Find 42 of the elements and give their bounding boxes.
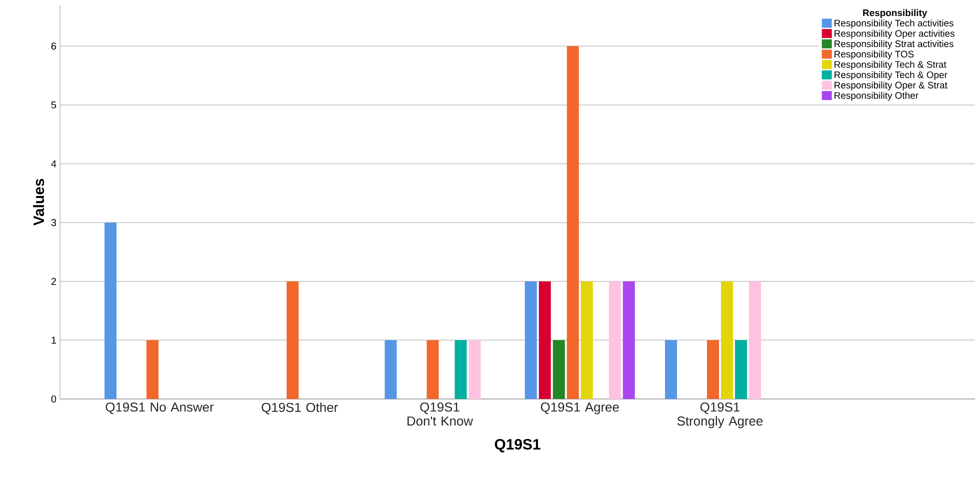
- bar: [104, 222, 116, 399]
- legend-label: Responsibility Tech & Strat: [834, 60, 946, 70]
- bar: [552, 340, 565, 399]
- bar: [622, 281, 635, 399]
- bar: [146, 340, 158, 399]
- bar: [748, 281, 761, 399]
- bar: [468, 340, 481, 399]
- legend-label: Responsibility Oper activities: [834, 30, 954, 39]
- y-tick-label: 3: [51, 219, 56, 226]
- y-tick-label: 2: [51, 278, 56, 285]
- bar: [454, 340, 467, 399]
- x-axis-title: Q19S1: [494, 439, 540, 452]
- legend-label: Responsibility Other: [834, 92, 918, 101]
- legend-label: Responsibility Oper & Strat: [834, 82, 948, 90]
- y-tick-label: 4: [51, 160, 56, 168]
- bar: [384, 340, 397, 399]
- legend-label: Responsibility Strat activities: [834, 40, 954, 50]
- bar: [286, 281, 299, 399]
- y-tick-label: 0: [51, 395, 56, 403]
- bar: [566, 46, 579, 399]
- legend-label: Responsibility Tech & Oper: [834, 71, 948, 80]
- y-tick-label: 6: [51, 42, 56, 50]
- x-tick-label: Q19S1 Strongly Agree: [677, 402, 763, 428]
- bar: [706, 340, 719, 399]
- x-tick-label: Q19S1 No Answer: [106, 402, 214, 414]
- bar: [720, 281, 733, 399]
- bar: [524, 281, 537, 399]
- bar: [580, 281, 593, 399]
- y-tick-label: 1: [52, 336, 56, 344]
- x-tick-label: Q19S1 Other: [262, 402, 338, 414]
- legend-label: Responsibility TOS: [834, 50, 914, 60]
- bar: [608, 281, 621, 399]
- legend-label: Responsibility Tech activities: [834, 20, 954, 28]
- legend-title: Responsibility: [863, 9, 928, 18]
- y-tick-label: 5: [51, 101, 56, 108]
- bar: [734, 340, 747, 399]
- x-tick-label: Q19S1 Agree: [540, 402, 619, 414]
- x-tick-label: Q19S1 Don't Know: [408, 402, 474, 426]
- y-axis-title: Values: [33, 178, 44, 226]
- bar: [538, 281, 551, 399]
- bar: [426, 340, 439, 399]
- bar: [664, 340, 677, 399]
